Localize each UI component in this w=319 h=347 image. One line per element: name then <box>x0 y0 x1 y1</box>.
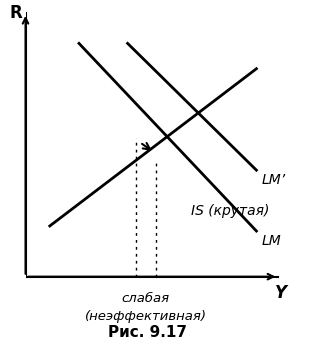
Text: LM: LM <box>261 234 281 248</box>
Text: R: R <box>10 4 22 22</box>
Text: IS (крутая): IS (крутая) <box>191 204 269 218</box>
Text: Рис. 9.17: Рис. 9.17 <box>108 325 187 340</box>
Text: слабая: слабая <box>122 292 170 305</box>
Text: (неэффективная): (неэффективная) <box>85 310 207 323</box>
Text: LM’: LM’ <box>261 173 286 187</box>
Text: Y: Y <box>275 284 287 302</box>
